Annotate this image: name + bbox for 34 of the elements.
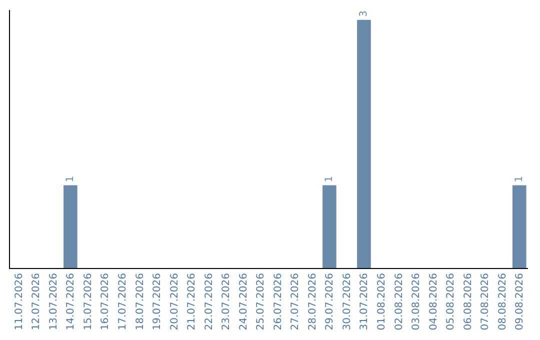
data-label: 1 [64, 176, 76, 182]
x-tick-label: 02.08.2026 [394, 273, 405, 330]
data-label: 1 [324, 176, 335, 182]
x-tick-label: 04.08.2026 [428, 273, 440, 330]
x-tick-label: 27.07.2026 [290, 273, 302, 330]
x-tick-label: 21.07.2026 [186, 273, 198, 330]
x-tick-label: 06.08.2026 [462, 273, 474, 330]
x-tick-label: 05.08.2026 [446, 273, 457, 330]
x-tick-label: 22.07.2026 [204, 273, 215, 330]
x-tick-label: 24.07.2026 [238, 273, 250, 330]
x-tick-label: 26.07.2026 [272, 273, 284, 330]
x-tick-label: 01.08.2026 [376, 273, 388, 330]
x-tick-label: 23.07.2026 [221, 273, 232, 330]
data-label: 1 [514, 176, 525, 182]
x-tick-label: 03.08.2026 [411, 273, 422, 330]
x-tick-label: 30.07.2026 [342, 273, 353, 330]
x-tick-label: 15.07.2026 [82, 273, 94, 330]
x-tick-label: 13.07.2026 [48, 273, 60, 330]
data-label: 3 [358, 10, 370, 17]
x-tick-label: 12.07.2026 [31, 273, 42, 330]
x-tick-label: 31.07.2026 [359, 273, 370, 330]
x-tick-label: 28.07.2026 [307, 273, 318, 330]
x-tick-label: 25.07.2026 [256, 273, 267, 330]
x-tick-label: 17.07.2026 [117, 273, 128, 330]
x-tick-label: 29.07.2026 [324, 273, 336, 330]
x-tick-label: 08.08.2026 [497, 273, 508, 330]
x-tick-label: 20.07.2026 [169, 273, 180, 330]
x-tick-label: 07.08.2026 [480, 273, 492, 330]
x-tick-label: 16.07.2026 [100, 273, 112, 330]
x-tick-label: 18.07.2026 [134, 273, 146, 330]
x-tick-label: 11.07.2026 [14, 273, 25, 330]
x-tick-label: 19.07.2026 [152, 273, 164, 330]
x-tick-label: 09.08.2026 [514, 273, 526, 330]
x-tick-label: 14.07.2026 [66, 273, 77, 330]
